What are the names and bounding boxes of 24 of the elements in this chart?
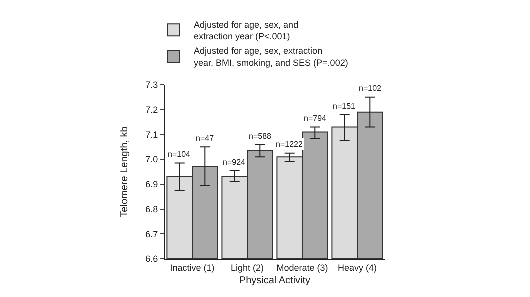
annotation: n=1222 <box>276 140 304 149</box>
y-tick-label: 7.1 <box>146 130 158 140</box>
legend-label: Adjusted for age, sex, extraction year, BMI, smoking, and SES (P=.002) <box>194 46 348 68</box>
annotation: n=102 <box>359 84 382 93</box>
y-tick-label: 6.9 <box>146 180 158 190</box>
y-tick-label: 7.0 <box>146 154 158 165</box>
annotation: n=588 <box>249 132 272 141</box>
y-tick-label: 6.8 <box>146 204 158 214</box>
y-tick-label: 7.3 <box>146 80 158 90</box>
annotation: n=794 <box>304 114 328 123</box>
x-tick-label: Heavy (4) <box>338 262 378 273</box>
y-tick-label: 6.7 <box>146 229 158 240</box>
annotation: n=151 <box>333 102 356 111</box>
legend-label: Adjusted for age, sex, and extraction year (P<.001) <box>194 20 299 42</box>
x-tick-label: Inactive (1) <box>170 262 215 273</box>
x-tick-label: Light (2) <box>230 262 264 273</box>
y-tick-label: 6.6 <box>146 254 158 264</box>
x-axis-title: Physical Activity <box>239 275 311 286</box>
annotation: n=924 <box>223 158 246 167</box>
y-axis-title: Telomere Length, kb <box>120 126 131 218</box>
annotation: n=47 <box>196 134 215 143</box>
x-tick-label: Moderate (3) <box>276 262 328 273</box>
y-tick-label: 7.2 <box>146 105 158 116</box>
annotation: n=104 <box>168 150 192 159</box>
